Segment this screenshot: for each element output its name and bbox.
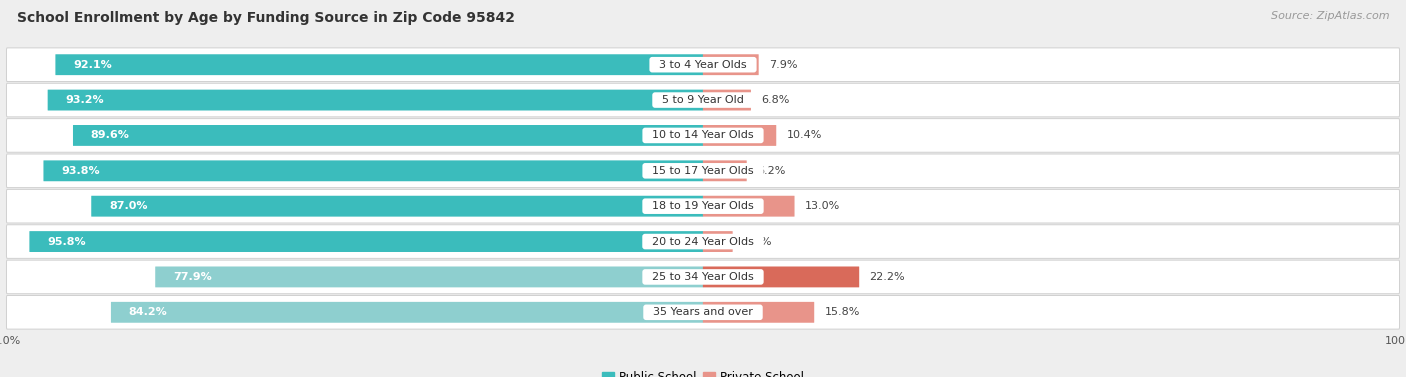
- FancyBboxPatch shape: [7, 154, 1399, 188]
- Text: School Enrollment by Age by Funding Source in Zip Code 95842: School Enrollment by Age by Funding Sour…: [17, 11, 515, 25]
- Text: 93.8%: 93.8%: [62, 166, 100, 176]
- Text: 13.0%: 13.0%: [806, 201, 841, 211]
- Text: 5 to 9 Year Old: 5 to 9 Year Old: [655, 95, 751, 105]
- Text: 84.2%: 84.2%: [128, 307, 167, 317]
- Text: 95.8%: 95.8%: [48, 236, 86, 247]
- Text: 18 to 19 Year Olds: 18 to 19 Year Olds: [645, 201, 761, 211]
- Text: 93.2%: 93.2%: [65, 95, 104, 105]
- Text: 15 to 17 Year Olds: 15 to 17 Year Olds: [645, 166, 761, 176]
- FancyBboxPatch shape: [44, 160, 703, 181]
- FancyBboxPatch shape: [7, 189, 1399, 223]
- Text: 89.6%: 89.6%: [91, 130, 129, 141]
- Text: 22.2%: 22.2%: [869, 272, 905, 282]
- Text: 20 to 24 Year Olds: 20 to 24 Year Olds: [645, 236, 761, 247]
- Text: 25 to 34 Year Olds: 25 to 34 Year Olds: [645, 272, 761, 282]
- FancyBboxPatch shape: [7, 260, 1399, 294]
- Text: 6.2%: 6.2%: [758, 166, 786, 176]
- Text: 7.9%: 7.9%: [769, 60, 797, 70]
- Text: 6.8%: 6.8%: [762, 95, 790, 105]
- FancyBboxPatch shape: [703, 160, 747, 181]
- Legend: Public School, Private School: Public School, Private School: [598, 366, 808, 377]
- FancyBboxPatch shape: [7, 48, 1399, 81]
- FancyBboxPatch shape: [703, 90, 751, 110]
- FancyBboxPatch shape: [73, 125, 703, 146]
- FancyBboxPatch shape: [703, 267, 859, 287]
- Text: 3 to 4 Year Olds: 3 to 4 Year Olds: [652, 60, 754, 70]
- FancyBboxPatch shape: [7, 225, 1399, 258]
- FancyBboxPatch shape: [55, 54, 703, 75]
- FancyBboxPatch shape: [155, 267, 703, 287]
- Text: Source: ZipAtlas.com: Source: ZipAtlas.com: [1271, 11, 1389, 21]
- FancyBboxPatch shape: [703, 125, 776, 146]
- FancyBboxPatch shape: [7, 83, 1399, 117]
- FancyBboxPatch shape: [30, 231, 703, 252]
- FancyBboxPatch shape: [7, 296, 1399, 329]
- FancyBboxPatch shape: [7, 119, 1399, 152]
- Text: 77.9%: 77.9%: [173, 272, 212, 282]
- FancyBboxPatch shape: [703, 302, 814, 323]
- FancyBboxPatch shape: [703, 54, 759, 75]
- FancyBboxPatch shape: [703, 196, 794, 217]
- FancyBboxPatch shape: [111, 302, 703, 323]
- Text: 35 Years and over: 35 Years and over: [647, 307, 759, 317]
- Text: 4.2%: 4.2%: [744, 236, 772, 247]
- FancyBboxPatch shape: [703, 231, 733, 252]
- Text: 92.1%: 92.1%: [73, 60, 112, 70]
- FancyBboxPatch shape: [48, 90, 703, 110]
- Text: 87.0%: 87.0%: [110, 201, 148, 211]
- Text: 10.4%: 10.4%: [787, 130, 823, 141]
- FancyBboxPatch shape: [91, 196, 703, 217]
- Text: 15.8%: 15.8%: [824, 307, 860, 317]
- Text: 10 to 14 Year Olds: 10 to 14 Year Olds: [645, 130, 761, 141]
